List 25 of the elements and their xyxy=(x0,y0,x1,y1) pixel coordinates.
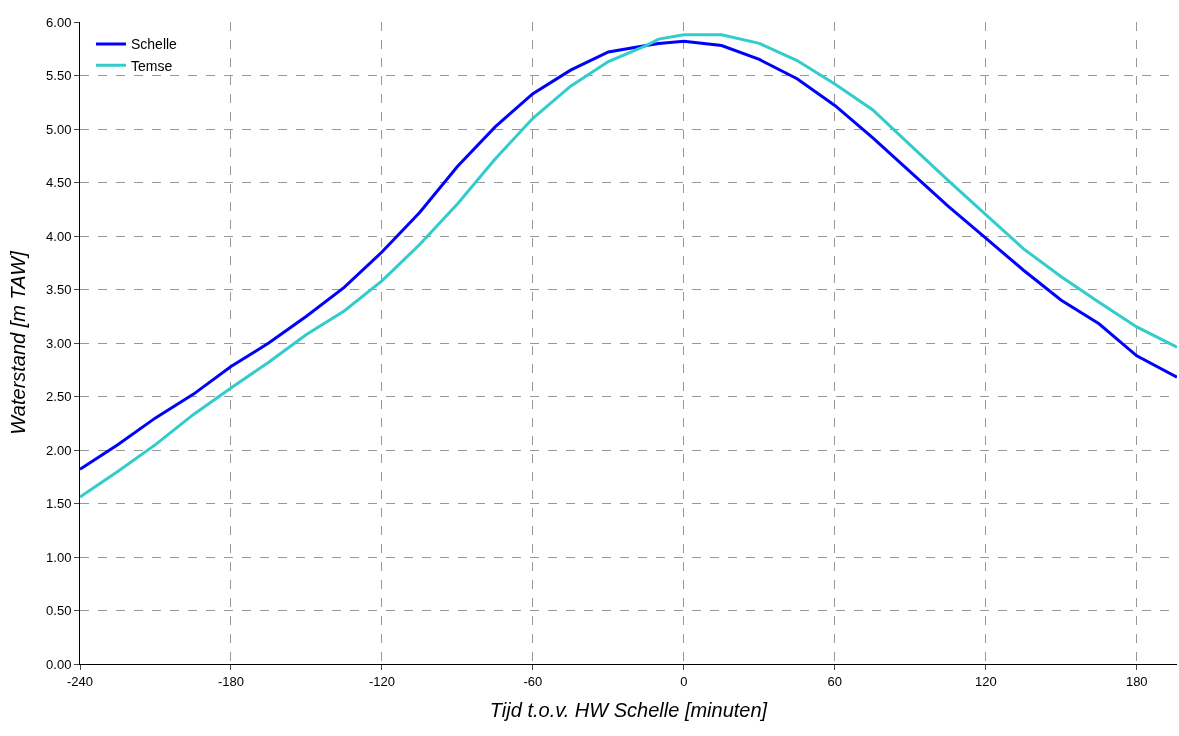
x-tick-label: -180 xyxy=(217,673,244,689)
y-tick-label: 3.50 xyxy=(46,282,72,298)
y-tick-label: 0.50 xyxy=(46,603,72,619)
y-tick-label: 5.00 xyxy=(46,121,72,137)
y-tick-label: 0.00 xyxy=(46,656,72,672)
y-tick-label: 3.00 xyxy=(46,335,72,351)
x-tick-label: -120 xyxy=(368,673,395,689)
y-tick-label: 1.50 xyxy=(46,496,72,512)
y-tick-label: 4.00 xyxy=(46,228,72,244)
x-tick-label: 180 xyxy=(1125,673,1148,689)
y-tick-label: 1.00 xyxy=(46,549,72,565)
legend-label: Schelle xyxy=(130,36,178,53)
x-tick-label: 120 xyxy=(974,673,997,689)
y-tick-label: 2.50 xyxy=(46,389,72,405)
y-tick-label: 4.50 xyxy=(46,175,72,191)
y-tick-label: 5.50 xyxy=(46,68,72,84)
x-axis-title: Tijd t.o.v. HW Schelle [minuten] xyxy=(489,699,768,722)
x-tick-label: -60 xyxy=(523,673,543,689)
y-axis-title: Waterstand [m TAW] xyxy=(6,250,29,435)
legend-label: Temse xyxy=(130,57,173,74)
y-tick-label: 2.00 xyxy=(46,442,72,458)
y-tick-label: 6.00 xyxy=(46,14,72,30)
x-tick-label: 0 xyxy=(680,673,688,689)
x-tick-label: 60 xyxy=(827,673,843,689)
x-tick-label: -240 xyxy=(66,673,94,689)
